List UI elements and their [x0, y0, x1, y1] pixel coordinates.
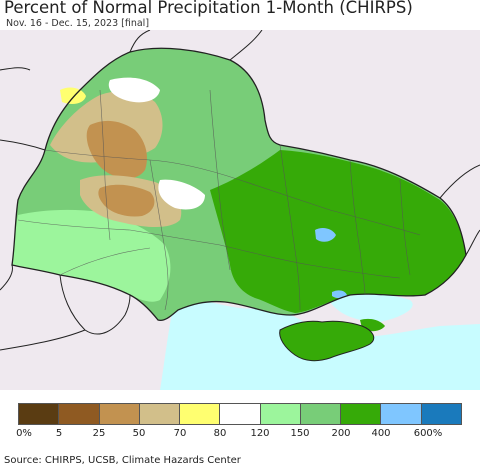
neighbor-border-northeast	[229, 30, 263, 61]
southwest-light-green	[12, 209, 171, 302]
oblast-boundaries	[17, 89, 421, 311]
legend-tick-label: 70	[173, 428, 187, 439]
legend-swatch-2	[99, 404, 140, 424]
white-patch-center	[158, 179, 205, 210]
neighbor-border-southwest	[0, 264, 13, 291]
legend-swatch-7	[300, 404, 342, 424]
legend-tick-label: 120	[250, 428, 270, 439]
crimea	[279, 321, 374, 361]
legend-tick-label: 5	[55, 428, 63, 439]
legend-swatch-9	[381, 404, 422, 424]
legend-swatch-1	[59, 404, 100, 424]
legend-swatch-4	[180, 404, 221, 424]
map-title: Percent of Normal Precipitation 1-Month …	[4, 0, 413, 17]
legend-tick-label: 50	[132, 428, 146, 439]
legend-swatch-6	[260, 404, 301, 424]
legend-tick-label: 150	[290, 428, 310, 439]
color-legend	[18, 403, 462, 425]
ukraine-border	[11, 47, 467, 321]
crimea-border	[279, 320, 375, 362]
precipitation-map	[0, 30, 480, 390]
legend-swatch-10	[421, 404, 461, 424]
neighbor-border-north	[129, 30, 151, 53]
white-patch-north	[108, 77, 160, 103]
dry-region-core	[86, 120, 147, 179]
map-subtitle: Nov. 16 - Dec. 15, 2023 [final]	[6, 18, 150, 29]
legend-swatch-8	[341, 404, 382, 424]
neighbor-border-west	[0, 139, 46, 151]
sea-of-azov	[330, 294, 413, 322]
legend-tick-label: 80	[213, 428, 227, 439]
legend-tick-label: 200	[331, 428, 351, 439]
legend-tick-label: 25	[92, 428, 106, 439]
russia-border-east	[465, 229, 480, 256]
legend-tick-label: 600%	[413, 428, 443, 439]
yellow-patch	[60, 87, 86, 104]
neighbor-border-west-2	[0, 67, 31, 71]
legend-tick-label: 0%	[16, 428, 32, 439]
legend-swatch-0	[19, 404, 60, 424]
source-credit: Source: CHIRPS, UCSB, Climate Hazards Ce…	[4, 455, 241, 466]
legend-tick-labels: 0% 5 25 50 70 80 120 150 200 400 600%	[0, 428, 480, 442]
russia-border-northeast	[439, 164, 480, 199]
blue-patch-azov	[332, 290, 347, 299]
moldova-border	[59, 274, 131, 335]
east-green-region	[210, 150, 466, 313]
legend-swatch-5	[220, 404, 261, 424]
romania-border	[0, 329, 86, 351]
legend-swatch-3	[139, 404, 181, 424]
dry-region-center-dark	[98, 184, 155, 217]
legend-tick-label: 400	[371, 428, 391, 439]
blue-patch-east	[315, 227, 336, 242]
